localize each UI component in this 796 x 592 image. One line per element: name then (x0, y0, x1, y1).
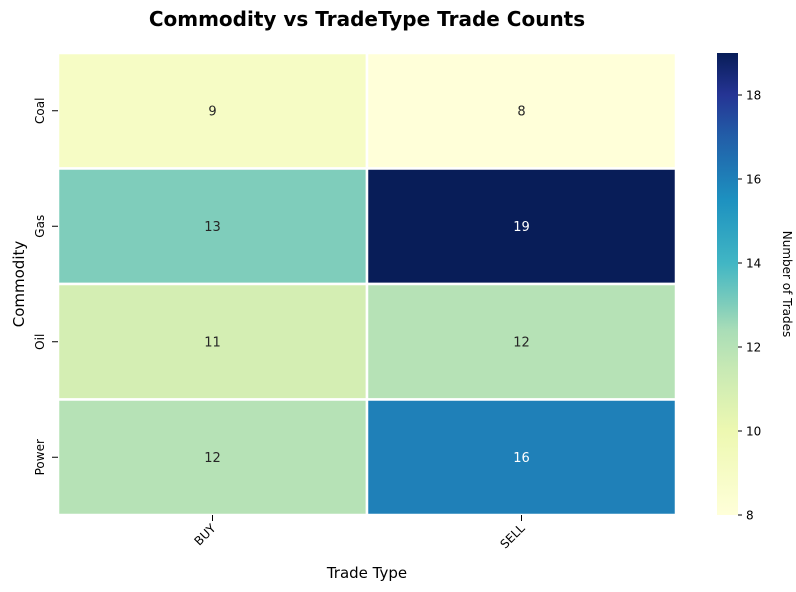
colorbar-tick-label: 10 (746, 425, 761, 439)
chart-title: Commodity vs TradeType Trade Counts (149, 7, 585, 31)
y-axis-label: Commodity (10, 241, 28, 328)
cell-value-label: 9 (208, 104, 216, 119)
heatmap-cell (365, 282, 678, 401)
heatmap-cell (56, 167, 369, 286)
y-tick-label: Coal (33, 98, 47, 124)
heatmap-cells: 9 8 13 19 11 12 12 16 (56, 51, 678, 517)
heatmap-cell (365, 167, 678, 286)
x-axis-label: Trade Type (326, 564, 407, 582)
x-tick-label: SELL (498, 521, 528, 551)
x-axis-ticks: BUY SELL (191, 515, 528, 551)
colorbar-tick-label: 16 (746, 173, 761, 187)
cell-value-label: 13 (204, 220, 221, 235)
cell-value-label: 12 (204, 451, 221, 466)
y-tick-label: Gas (33, 215, 47, 238)
colorbar-tick-label: 8 (746, 509, 754, 523)
heatmap-cell (365, 398, 678, 517)
colorbar-tick-label: 14 (746, 257, 761, 271)
colorbar-ticks: 8 10 12 14 16 18 (738, 89, 761, 523)
y-axis-ticks: Coal Gas Oil Power (33, 98, 58, 475)
colorbar (717, 53, 738, 515)
heatmap-cell (56, 51, 369, 170)
heatmap-cell (365, 51, 678, 170)
y-tick-label: Oil (33, 334, 47, 350)
cell-value-label: 12 (513, 335, 530, 350)
y-tick-label: Power (33, 439, 47, 475)
cell-value-label: 11 (204, 335, 221, 350)
cell-value-label: 16 (513, 451, 530, 466)
colorbar-label: Number of Trades (780, 231, 794, 338)
x-tick-label: BUY (191, 521, 219, 549)
colorbar-tick-label: 18 (746, 89, 761, 103)
colorbar-tick-label: 12 (746, 341, 761, 355)
cell-value-label: 8 (517, 104, 525, 119)
cell-value-label: 19 (513, 220, 530, 235)
